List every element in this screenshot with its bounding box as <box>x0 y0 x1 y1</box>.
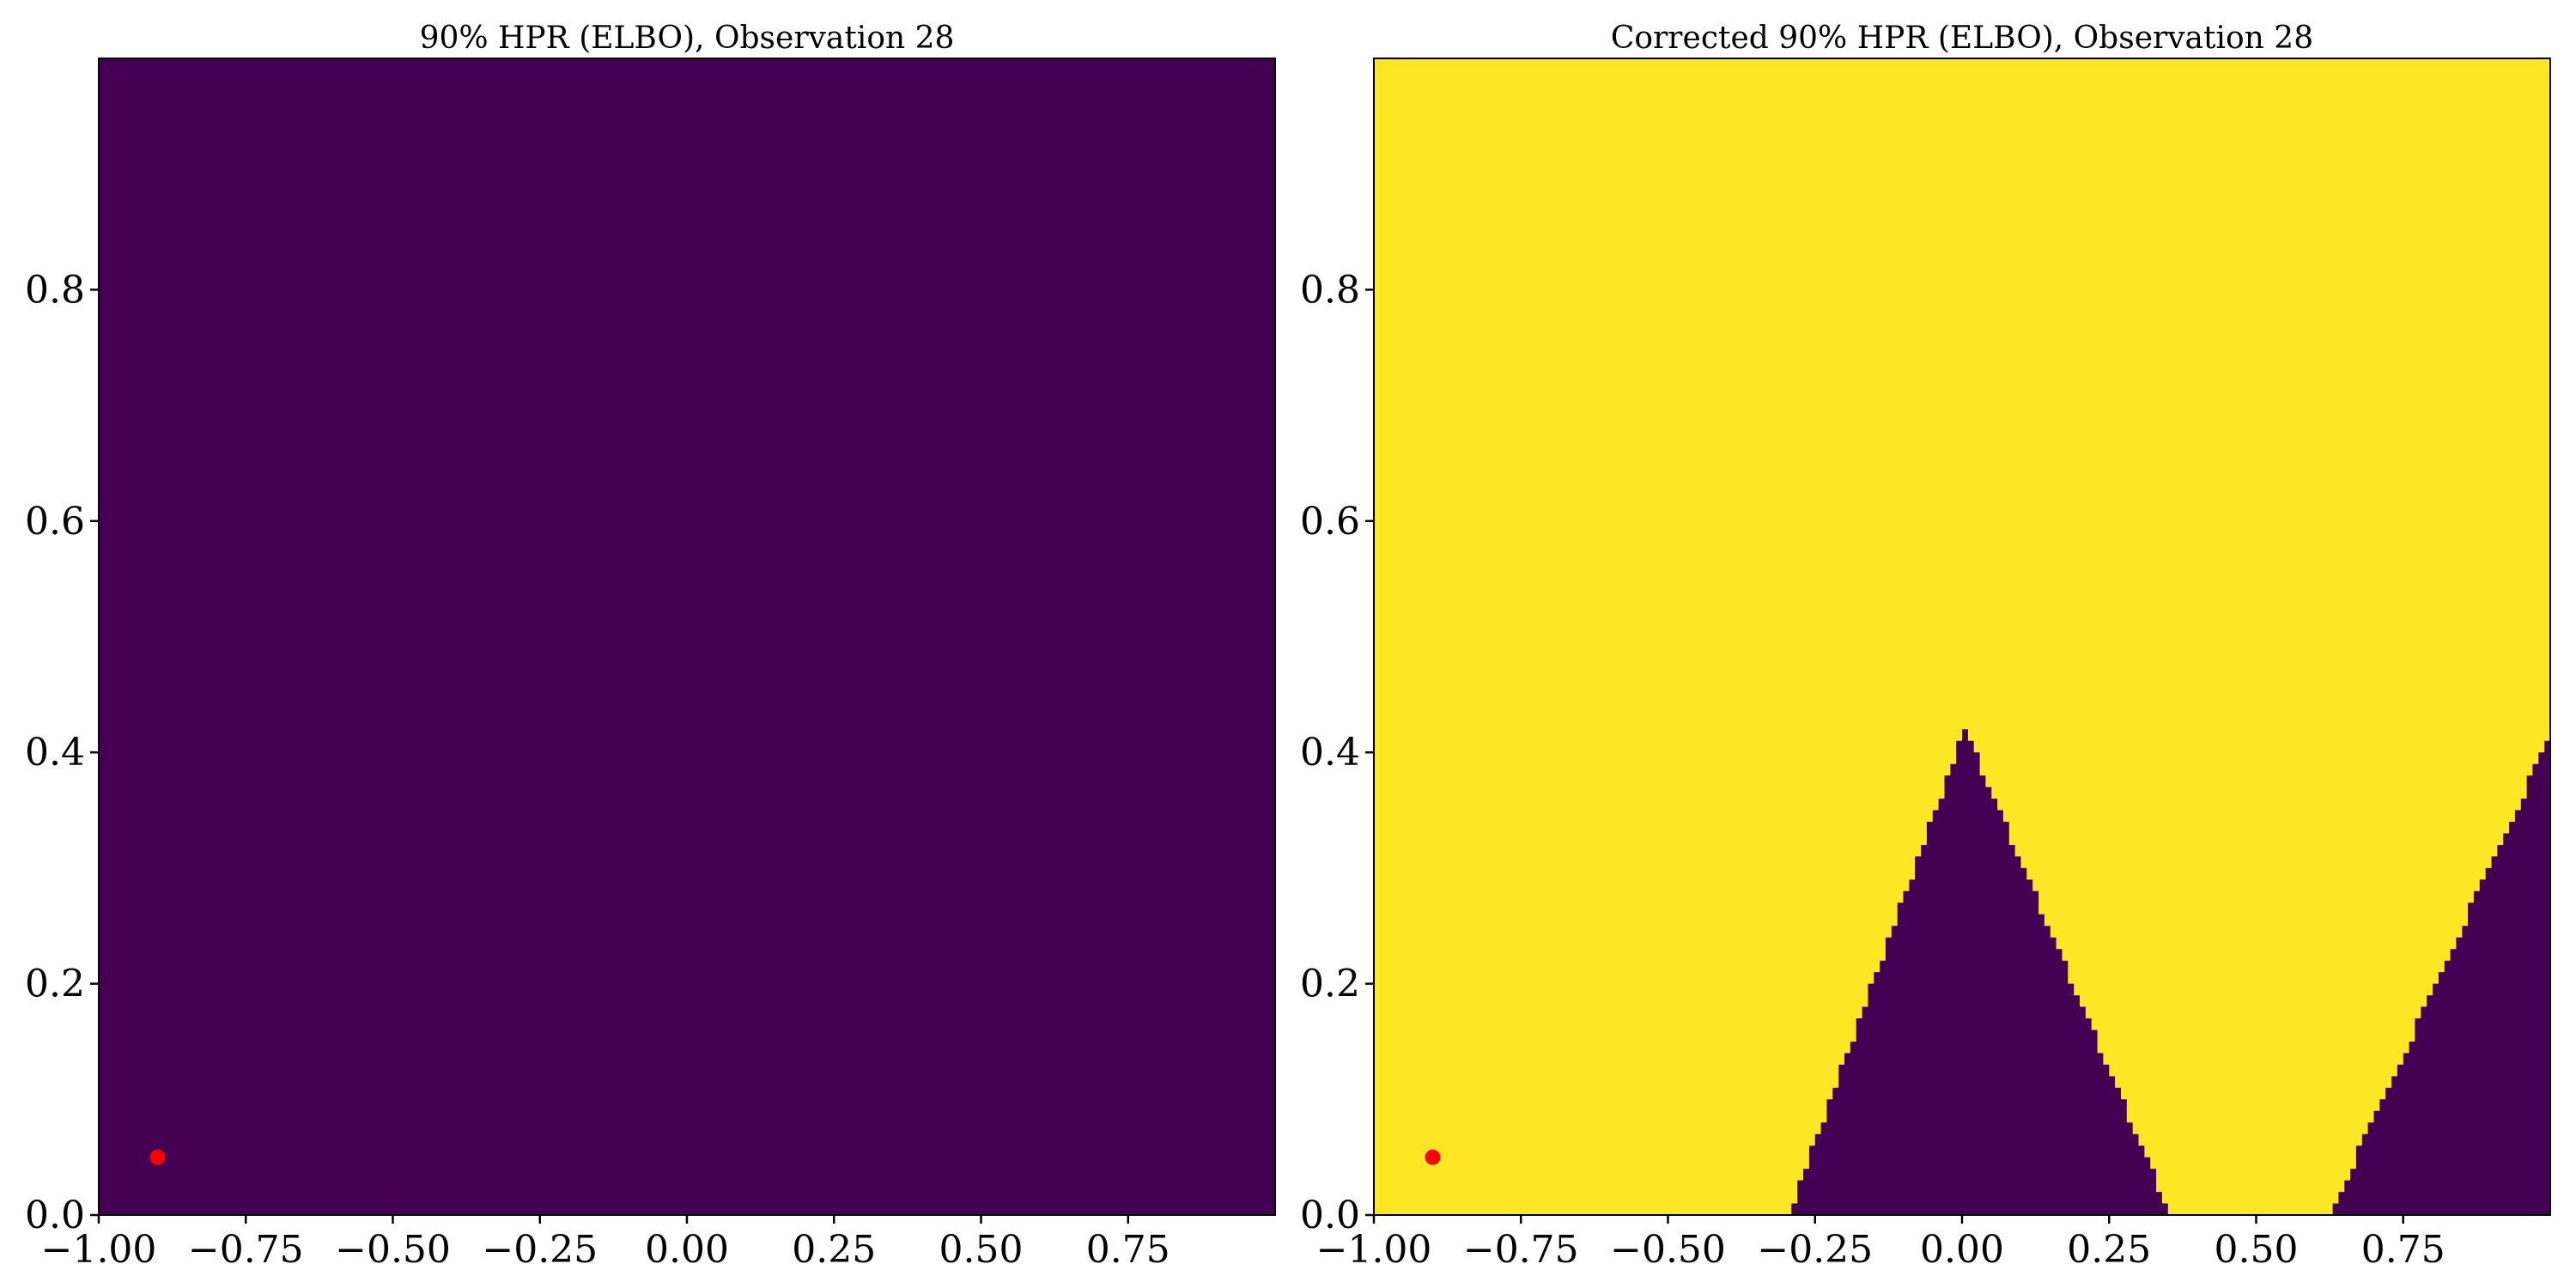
x-tick-label: 0.75 <box>1086 1228 1170 1272</box>
y-tick-label: 0.8 <box>1300 268 1360 312</box>
chart-title: Corrected 90% HPR (ELBO), Observation 28 <box>1611 21 2313 56</box>
y-tick-label: 0.4 <box>1300 731 1360 775</box>
x-tick-label: −1.00 <box>41 1228 157 1272</box>
x-tick-label: 0.50 <box>2215 1228 2299 1272</box>
x-tick-label: 0.25 <box>2067 1228 2151 1272</box>
x-tick-label: −0.50 <box>335 1228 451 1272</box>
x-tick-label: 0.25 <box>792 1228 876 1272</box>
panel-hpr-elbo: 90% HPR (ELBO), Observation 28 −1.00 −0.75… <box>25 21 1276 1272</box>
x-tick-label: −0.75 <box>188 1228 304 1272</box>
y-tick-label: 0.6 <box>1300 500 1360 544</box>
x-tick-label: −0.25 <box>1757 1228 1873 1272</box>
x-tick-label: 0.00 <box>1920 1228 2004 1272</box>
x-tick-label: 0.50 <box>939 1228 1024 1272</box>
x-tick-label: 0.75 <box>2361 1228 2445 1272</box>
x-tick-label: −0.75 <box>1463 1228 1579 1272</box>
heatmap-background <box>99 58 1275 1215</box>
observation-point <box>149 1149 166 1165</box>
panel-corrected-hpr-elbo: Corrected 90% HPR (ELBO), Observation 28… <box>1300 21 2551 1272</box>
y-tick-label: 0.4 <box>25 731 85 775</box>
x-tick-label: 0.00 <box>645 1228 729 1272</box>
outside-region-right-wedge <box>2326 740 2550 1215</box>
chart-title: 90% HPR (ELBO), Observation 28 <box>420 21 955 56</box>
y-tick-label: 0.6 <box>25 500 85 544</box>
y-tick-label: 0.8 <box>25 268 85 312</box>
y-tick-label: 0.0 <box>1300 1194 1360 1237</box>
observation-point <box>1425 1149 1441 1165</box>
x-tick-label: −1.00 <box>1316 1228 1432 1272</box>
outside-region-central-peak <box>1785 729 2168 1215</box>
y-tick-label: 0.2 <box>25 963 85 1006</box>
y-tick-label: 0.0 <box>25 1194 85 1237</box>
y-tick-label: 0.2 <box>1300 963 1360 1006</box>
x-tick-label: −0.25 <box>482 1228 598 1272</box>
x-tick-label: −0.50 <box>1610 1228 1726 1272</box>
